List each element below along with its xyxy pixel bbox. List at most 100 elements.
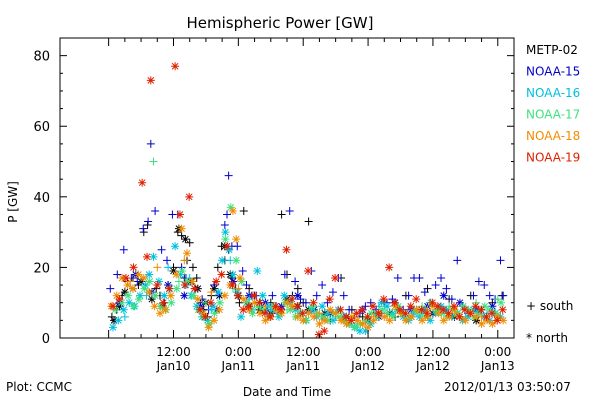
point-noaa-18-63 <box>439 316 448 325</box>
series-noaa-18 <box>107 206 508 332</box>
point-noaa-15-4 <box>133 277 142 286</box>
point-noaa-15-0 <box>106 284 115 293</box>
point-noaa-15-60 <box>420 288 429 297</box>
point-noaa-17-4 <box>134 295 143 304</box>
point-noaa-19-5 <box>143 252 152 261</box>
point-noaa-19-8 <box>159 298 168 307</box>
point-metp-02-7 <box>143 221 152 230</box>
point-noaa-19-58 <box>428 298 437 307</box>
point-noaa-19-63 <box>455 312 464 321</box>
point-noaa-18-43 <box>331 309 340 318</box>
point-noaa-15-64 <box>442 284 451 293</box>
point-noaa-15-34 <box>280 270 289 279</box>
point-noaa-19-48 <box>374 309 383 318</box>
point-noaa-16-49 <box>361 326 370 335</box>
point-noaa-16-24 <box>228 270 237 279</box>
point-noaa-19-67 <box>477 305 486 314</box>
y-tick-label-20: 20 <box>33 261 50 276</box>
point-metp-02-18 <box>185 238 194 247</box>
point-noaa-16-9 <box>154 277 163 286</box>
point-noaa-17-21 <box>226 203 235 212</box>
point-noaa-17-27 <box>259 305 268 314</box>
point-noaa-15-46 <box>345 305 354 314</box>
x-tick-date-5: Jan13 <box>480 359 515 373</box>
point-noaa-19-0 <box>108 302 117 311</box>
point-noaa-17-23 <box>237 277 246 286</box>
point-noaa-19-9 <box>165 284 174 293</box>
point-noaa-18-9 <box>155 309 164 318</box>
point-noaa-17-41 <box>334 312 343 321</box>
point-noaa-18-19 <box>210 316 219 325</box>
point-metp-02-40 <box>277 210 286 219</box>
point-noaa-16-42 <box>323 309 332 318</box>
point-noaa-19-49 <box>379 295 388 304</box>
x-tick-date-3: Jan12 <box>350 359 385 373</box>
point-noaa-19-12 <box>180 281 189 290</box>
point-noaa-19-64 <box>460 305 469 314</box>
point-noaa-19-62 <box>450 302 459 311</box>
point-noaa-16-26 <box>237 312 246 321</box>
point-noaa-18-47 <box>353 316 362 325</box>
point-noaa-19-2 <box>121 274 130 282</box>
point-noaa-19-39 <box>325 295 334 304</box>
point-noaa-18-24 <box>232 235 241 244</box>
point-noaa-17-24 <box>243 298 252 307</box>
legend-hemisphere-north: * north <box>526 331 568 345</box>
point-noaa-15-55 <box>393 274 402 282</box>
chart-title: Hemispheric Power [GW] <box>187 14 374 32</box>
point-noaa-18-10 <box>161 305 170 314</box>
axes: 02040608012:00Jan100:00Jan1112:00Jan110:… <box>33 37 515 373</box>
point-noaa-19-13 <box>185 192 194 201</box>
legend-noaa-16: NOAA-16 <box>526 86 580 100</box>
point-noaa-16-36 <box>291 305 300 314</box>
point-noaa-16-5 <box>135 291 144 300</box>
point-noaa-15-5 <box>139 224 148 233</box>
legend-noaa-18: NOAA-18 <box>526 129 580 143</box>
point-noaa-19-24 <box>244 302 253 311</box>
point-noaa-15-36 <box>291 277 300 286</box>
point-noaa-19-45 <box>358 305 367 314</box>
point-noaa-17-56 <box>415 309 424 318</box>
point-noaa-18-82 <box>315 309 324 318</box>
point-noaa-18-78 <box>207 288 216 297</box>
point-noaa-19-71 <box>498 305 507 314</box>
point-noaa-16-77 <box>164 263 173 272</box>
point-noaa-17-17 <box>205 319 214 328</box>
point-noaa-19-55 <box>412 295 421 304</box>
point-metp-02-72 <box>169 266 178 275</box>
point-noaa-17-69 <box>486 305 495 314</box>
point-metp-02-43 <box>293 284 302 293</box>
point-noaa-19-25 <box>250 291 259 300</box>
point-noaa-17-38 <box>318 312 327 321</box>
x-tick-date-1: Jan11 <box>220 359 255 373</box>
point-noaa-17-1 <box>117 298 126 307</box>
point-noaa-18-53 <box>385 316 394 325</box>
point-noaa-18-72 <box>488 319 497 328</box>
point-noaa-16-2 <box>119 305 128 314</box>
point-noaa-18-37 <box>299 316 308 325</box>
y-axis-label: P [GW] <box>6 181 20 223</box>
point-noaa-19-6 <box>146 76 155 85</box>
point-noaa-16-34 <box>280 291 289 300</box>
point-noaa-18-18 <box>204 323 213 332</box>
point-noaa-19-65 <box>466 309 475 318</box>
point-noaa-18-74 <box>499 316 508 325</box>
point-noaa-19-70 <box>493 316 502 325</box>
point-noaa-18-8 <box>150 302 159 311</box>
point-noaa-16-16 <box>192 302 201 311</box>
point-noaa-18-54 <box>391 302 400 311</box>
legend-noaa-17: NOAA-17 <box>526 108 580 122</box>
point-noaa-19-14 <box>190 284 199 293</box>
point-noaa-18-42 <box>326 305 335 314</box>
point-noaa-15-97 <box>455 298 464 307</box>
point-noaa-15-69 <box>469 291 478 300</box>
point-noaa-18-62 <box>434 309 443 318</box>
point-noaa-15-1 <box>113 270 122 279</box>
point-noaa-17-6 <box>145 277 154 286</box>
x-tick-date-4: Jan12 <box>415 359 450 373</box>
point-noaa-16-56 <box>399 312 408 321</box>
point-noaa-19-32 <box>287 295 296 304</box>
point-noaa-16-12 <box>171 242 180 251</box>
point-noaa-16-58 <box>410 309 419 318</box>
